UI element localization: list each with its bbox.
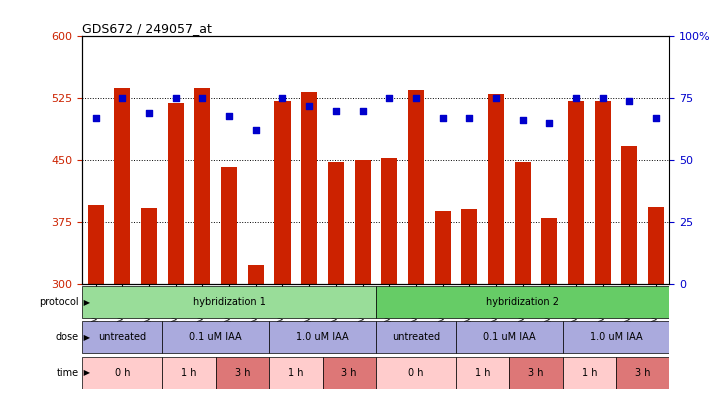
Bar [301, 92, 317, 284]
Text: untreated: untreated [392, 333, 440, 342]
Point [490, 95, 502, 101]
Bar [82, 286, 376, 318]
Bar [216, 357, 269, 388]
Text: ▶: ▶ [81, 333, 90, 342]
Point [277, 95, 289, 101]
Point [170, 95, 181, 101]
Bar [168, 103, 184, 284]
Point [437, 115, 448, 121]
Text: hybridization 2: hybridization 2 [486, 297, 559, 307]
Text: 3 h: 3 h [635, 368, 651, 377]
Text: GDS672 / 249057_at: GDS672 / 249057_at [82, 22, 212, 35]
Bar [541, 217, 557, 284]
Point [143, 110, 155, 116]
Point [384, 95, 395, 101]
Bar [461, 209, 478, 284]
Bar [354, 160, 371, 284]
Text: 0 h: 0 h [408, 368, 424, 377]
Bar [456, 357, 509, 388]
Point [357, 107, 368, 114]
Bar [408, 90, 424, 284]
Text: hybridization 1: hybridization 1 [193, 297, 266, 307]
Bar [488, 94, 504, 284]
Bar [616, 357, 669, 388]
Bar [248, 265, 263, 284]
Text: 0.1 uM IAA: 0.1 uM IAA [190, 333, 242, 342]
Bar [381, 158, 397, 284]
Bar [163, 357, 216, 388]
Text: 3 h: 3 h [528, 368, 543, 377]
Text: time: time [57, 368, 79, 377]
Text: 1 h: 1 h [181, 368, 197, 377]
Point [197, 95, 208, 101]
Bar [322, 357, 376, 388]
Bar [376, 286, 669, 318]
Text: 3 h: 3 h [235, 368, 250, 377]
Bar [195, 88, 211, 284]
Bar [269, 357, 322, 388]
Point [597, 95, 609, 101]
Bar [456, 322, 563, 353]
Text: protocol: protocol [39, 297, 79, 307]
Point [543, 119, 555, 126]
Text: 1.0 uM IAA: 1.0 uM IAA [296, 333, 349, 342]
Point [650, 115, 662, 121]
Text: 0 h: 0 h [115, 368, 130, 377]
Bar [87, 205, 104, 284]
Bar [115, 88, 130, 284]
Bar [563, 357, 616, 388]
Text: ▶: ▶ [81, 368, 90, 377]
Bar [141, 208, 157, 284]
Bar [435, 211, 450, 284]
Point [571, 95, 582, 101]
Bar [515, 162, 531, 284]
Point [410, 95, 422, 101]
Bar [568, 101, 584, 284]
Text: 1.0 uM IAA: 1.0 uM IAA [590, 333, 642, 342]
Text: 1 h: 1 h [581, 368, 597, 377]
Bar [621, 146, 637, 284]
Bar [376, 357, 456, 388]
Text: ▶: ▶ [81, 298, 90, 307]
Bar [595, 101, 611, 284]
Text: 3 h: 3 h [342, 368, 357, 377]
Point [90, 115, 102, 121]
Bar [563, 322, 669, 353]
Point [304, 102, 315, 109]
Bar [328, 162, 344, 284]
Bar [82, 322, 163, 353]
Point [223, 112, 235, 119]
Bar [648, 207, 664, 284]
Bar [221, 166, 237, 284]
Text: 1 h: 1 h [288, 368, 304, 377]
Text: 1 h: 1 h [475, 368, 490, 377]
Text: 0.1 uM IAA: 0.1 uM IAA [483, 333, 536, 342]
Text: dose: dose [56, 333, 79, 342]
Bar [163, 322, 269, 353]
Point [117, 95, 128, 101]
Text: untreated: untreated [98, 333, 147, 342]
Bar [509, 357, 563, 388]
Point [330, 107, 342, 114]
Bar [82, 357, 163, 388]
Bar [376, 322, 456, 353]
Point [517, 117, 528, 124]
Bar [269, 322, 376, 353]
Bar [274, 101, 291, 284]
Point [250, 127, 261, 134]
Point [463, 115, 475, 121]
Point [624, 98, 635, 104]
